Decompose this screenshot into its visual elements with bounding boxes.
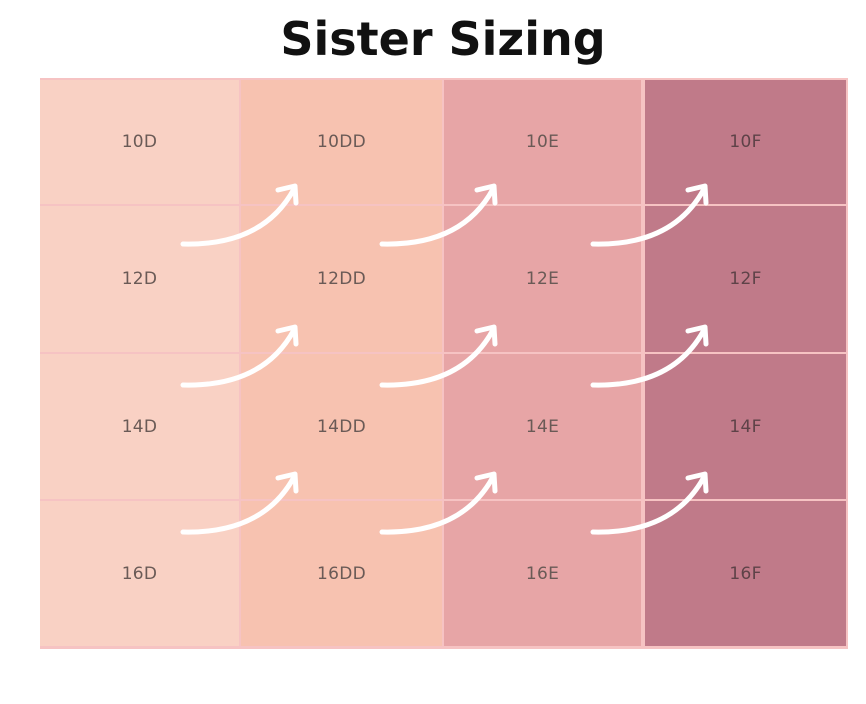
size-cell-12dd: 12DD	[241, 206, 442, 352]
size-cell-14e: 14E	[444, 354, 641, 499]
size-cell-16e: 16E	[444, 501, 641, 646]
size-cell-14f: 14F	[645, 354, 846, 499]
size-cell-10dd: 10DD	[241, 80, 442, 204]
size-cell-10f: 10F	[645, 80, 846, 204]
size-cell-10e: 10E	[444, 80, 641, 204]
size-cell-12e: 12E	[444, 206, 641, 352]
size-cell-10d: 10D	[40, 80, 239, 204]
size-cell-16f: 16F	[645, 501, 846, 646]
size-cell-14dd: 14DD	[241, 354, 442, 499]
size-cell-16dd: 16DD	[241, 501, 442, 646]
size-cell-12f: 12F	[645, 206, 846, 352]
page-title: Sister Sizing	[280, 12, 606, 66]
sister-size-grid: 10D 10DD 10E 10F 12D 12DD 12E 12F 14D 14…	[40, 78, 848, 649]
size-cell-16d: 16D	[40, 501, 239, 646]
size-cell-14d: 14D	[40, 354, 239, 499]
size-cell-12d: 12D	[40, 206, 239, 352]
